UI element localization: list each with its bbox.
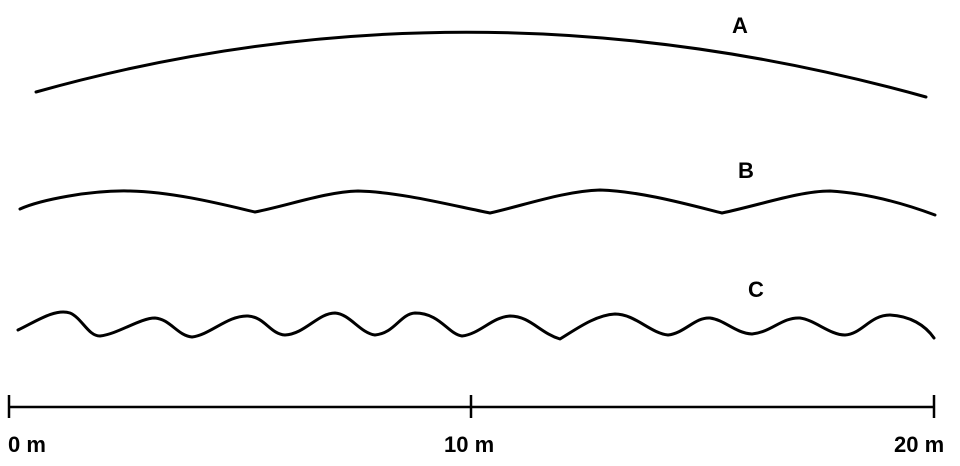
- wave-b-label: B: [738, 158, 754, 183]
- wave-b-curve: [20, 190, 935, 215]
- wave-a-curve: [36, 32, 926, 97]
- wave-c-curve: [18, 312, 934, 339]
- wave-a-label: A: [732, 13, 748, 38]
- scale-label-10: 10 m: [444, 432, 494, 457]
- scale-label-20: 20 m: [894, 432, 944, 457]
- wave-c-label: C: [748, 277, 764, 302]
- scale-label-0: 0 m: [8, 432, 46, 457]
